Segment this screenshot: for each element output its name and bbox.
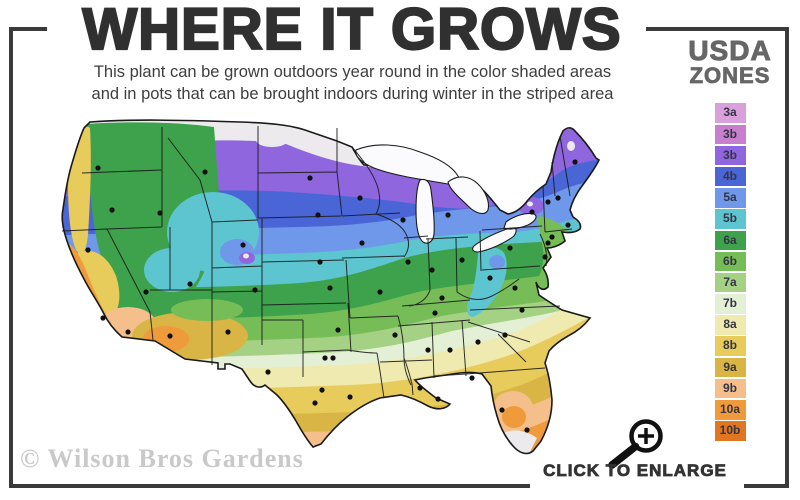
city-dot (439, 295, 445, 301)
city-dot (475, 339, 481, 345)
city-dot (357, 195, 363, 201)
legend-zone-swatch: 10b (714, 421, 746, 441)
legend-zone-swatch: 4b (714, 166, 746, 187)
city-dot (330, 355, 336, 361)
city-dot (529, 209, 535, 215)
city-dot (187, 281, 193, 287)
legend-zone-swatch: 5a (714, 188, 746, 208)
city-dot (549, 234, 555, 240)
city-dot (317, 259, 323, 265)
city-dot (347, 394, 353, 400)
city-dot (545, 240, 551, 246)
great-lakes (355, 144, 537, 253)
city-dot (429, 267, 435, 273)
city-dot (252, 287, 258, 293)
city-dot (202, 169, 208, 175)
city-dot (459, 257, 465, 263)
us-outline (61, 119, 601, 455)
city-dot (445, 212, 451, 218)
legend-zone-swatch: 3b (714, 124, 746, 145)
city-dot (85, 247, 91, 253)
city-dot (315, 212, 321, 218)
legend-zone-swatch: 10a (714, 400, 746, 420)
city-dot (425, 347, 431, 353)
city-dot (435, 396, 441, 402)
usda-zones-legend: USDA ZONES 3a 3b 3b 4b 5a 5b 6a 6b 7a 7b 8a 8b 9a 9b 1… (672, 35, 788, 442)
city-dot (507, 245, 513, 251)
legend-zone-swatch: 7b (714, 294, 746, 314)
city-dots (85, 159, 578, 433)
legend-zone-swatch: 8a (714, 315, 746, 335)
city-dot (125, 329, 131, 335)
city-dot (524, 427, 530, 433)
city-dot (359, 240, 365, 246)
zone-shading (62, 120, 599, 454)
left-bracket (9, 27, 530, 488)
city-dot (512, 285, 518, 291)
legend-zone-list: 3a 3b 3b 4b 5a 5b 6a 6b 7a 7b 8a 8b 9a 9b 10a 10b (672, 103, 788, 441)
legend-zone-swatch: 5b (714, 209, 746, 229)
state-borders (61, 126, 573, 399)
page-title: WHERE IT GROWS (81, 0, 622, 63)
city-dot (307, 175, 313, 181)
city-dot (432, 310, 438, 316)
city-dot (565, 222, 571, 228)
city-dot (157, 210, 163, 216)
city-dot (487, 275, 493, 281)
city-dot (167, 333, 173, 339)
right-bracket (646, 27, 789, 488)
city-dot (322, 355, 328, 361)
city-dot (143, 289, 149, 295)
magnifier-icon[interactable] (608, 419, 663, 469)
city-dot (100, 315, 106, 321)
city-dot (417, 385, 423, 391)
subtitle-line-1: This plant can be grown outdoors year ro… (93, 63, 612, 81)
legend-zone-swatch: 6b (714, 251, 746, 272)
legend-zone-swatch: 6a (714, 230, 746, 251)
city-dot (405, 259, 411, 265)
city-dot (447, 347, 453, 353)
frame-brackets (9, 27, 789, 488)
legend-zone-swatch: 8b (714, 336, 746, 356)
city-dot (95, 165, 101, 171)
city-dot (502, 332, 508, 338)
city-dot (400, 217, 406, 223)
city-dot (392, 332, 398, 338)
watermark: © Wilson Bros Gardens (20, 444, 304, 473)
city-dot (109, 207, 115, 213)
legend-zone-swatch: 7a (714, 272, 746, 293)
city-dot (319, 387, 325, 393)
subtitle-line-2: and in pots that can be brought indoors … (91, 84, 614, 103)
legend-zone-swatch: 9b (714, 378, 746, 399)
legend-zone-swatch: 9a (714, 357, 746, 378)
city-dot (312, 400, 318, 406)
legend-zone-swatch: 3a (714, 103, 746, 123)
city-dot (555, 195, 561, 201)
city-dot (225, 329, 231, 335)
city-dot (572, 159, 578, 165)
city-dot (240, 242, 246, 248)
legend-zone-swatch: 3b (714, 145, 746, 166)
city-dot (499, 407, 505, 413)
click-to-enlarge-button[interactable]: CLICK TO ENLARGE (543, 461, 727, 481)
legend-title-zones: ZONES (689, 63, 771, 89)
legend-title-usda: USDA (688, 35, 772, 66)
city-dot (377, 289, 383, 295)
subtitle: This plant can be grown outdoors year ro… (45, 62, 660, 106)
city-dot (519, 307, 525, 313)
city-dot (327, 285, 333, 291)
city-dot (469, 375, 475, 381)
city-dot (265, 369, 271, 375)
city-dot (542, 254, 548, 260)
city-dot (545, 199, 551, 205)
city-dot (335, 327, 341, 333)
